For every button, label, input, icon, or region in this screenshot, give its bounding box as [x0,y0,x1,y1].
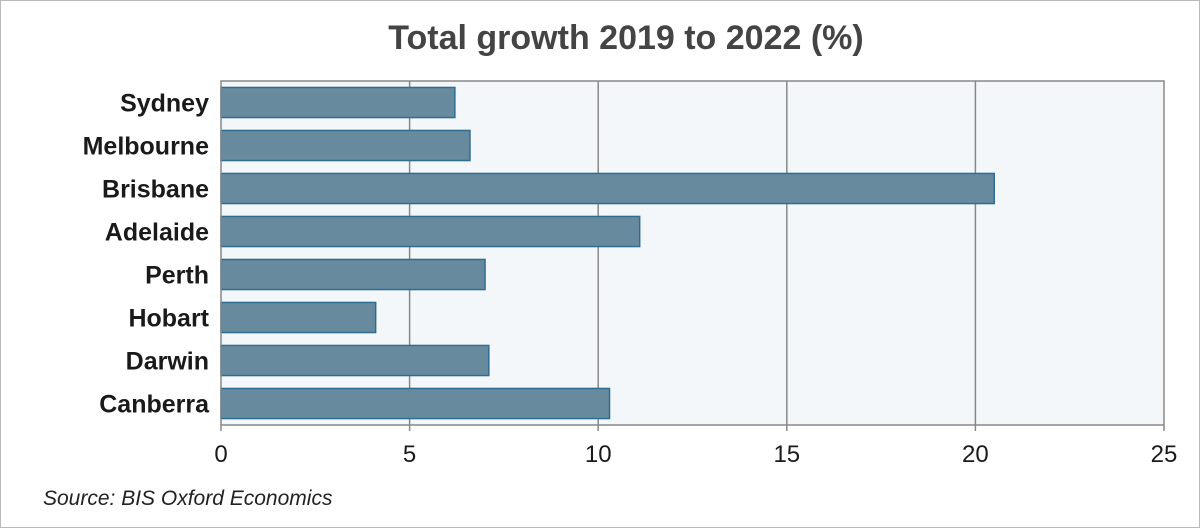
x-tick-label: 5 [403,441,416,468]
source-note: Source: BIS Oxford Economics [43,487,333,510]
bar-perth [220,258,486,291]
x-tick-label: 20 [962,441,989,468]
x-tick-label: 25 [1151,441,1178,468]
x-tick-label: 0 [214,441,227,468]
bar-brisbane [220,172,996,205]
category-label: Hobart [128,305,209,333]
category-label: Melbourne [83,133,209,161]
plot-border [220,80,1165,426]
category-label: Darwin [126,348,209,376]
bar-canberra [220,387,611,420]
bar-melbourne [220,129,471,162]
category-label: Adelaide [105,219,209,247]
bar-hobart [220,301,377,334]
chart-title: Total growth 2019 to 2022 (%) [388,19,863,57]
bars [220,86,996,420]
bar-sydney [220,86,456,119]
bar-adelaide [220,215,641,248]
category-labels: Sydney Melbourne Brisbane Adelaide Perth Hoba… [83,90,211,419]
category-label: Brisbane [102,176,209,204]
bar-darwin [220,344,490,377]
x-tick-label: 10 [585,441,612,468]
category-label: Sydney [120,90,209,118]
x-tick-label: 15 [773,441,800,468]
category-label: Canberra [99,391,210,419]
x-tick-labels: 0 5 10 15 20 25 [214,441,1177,468]
category-label: Perth [145,262,209,290]
